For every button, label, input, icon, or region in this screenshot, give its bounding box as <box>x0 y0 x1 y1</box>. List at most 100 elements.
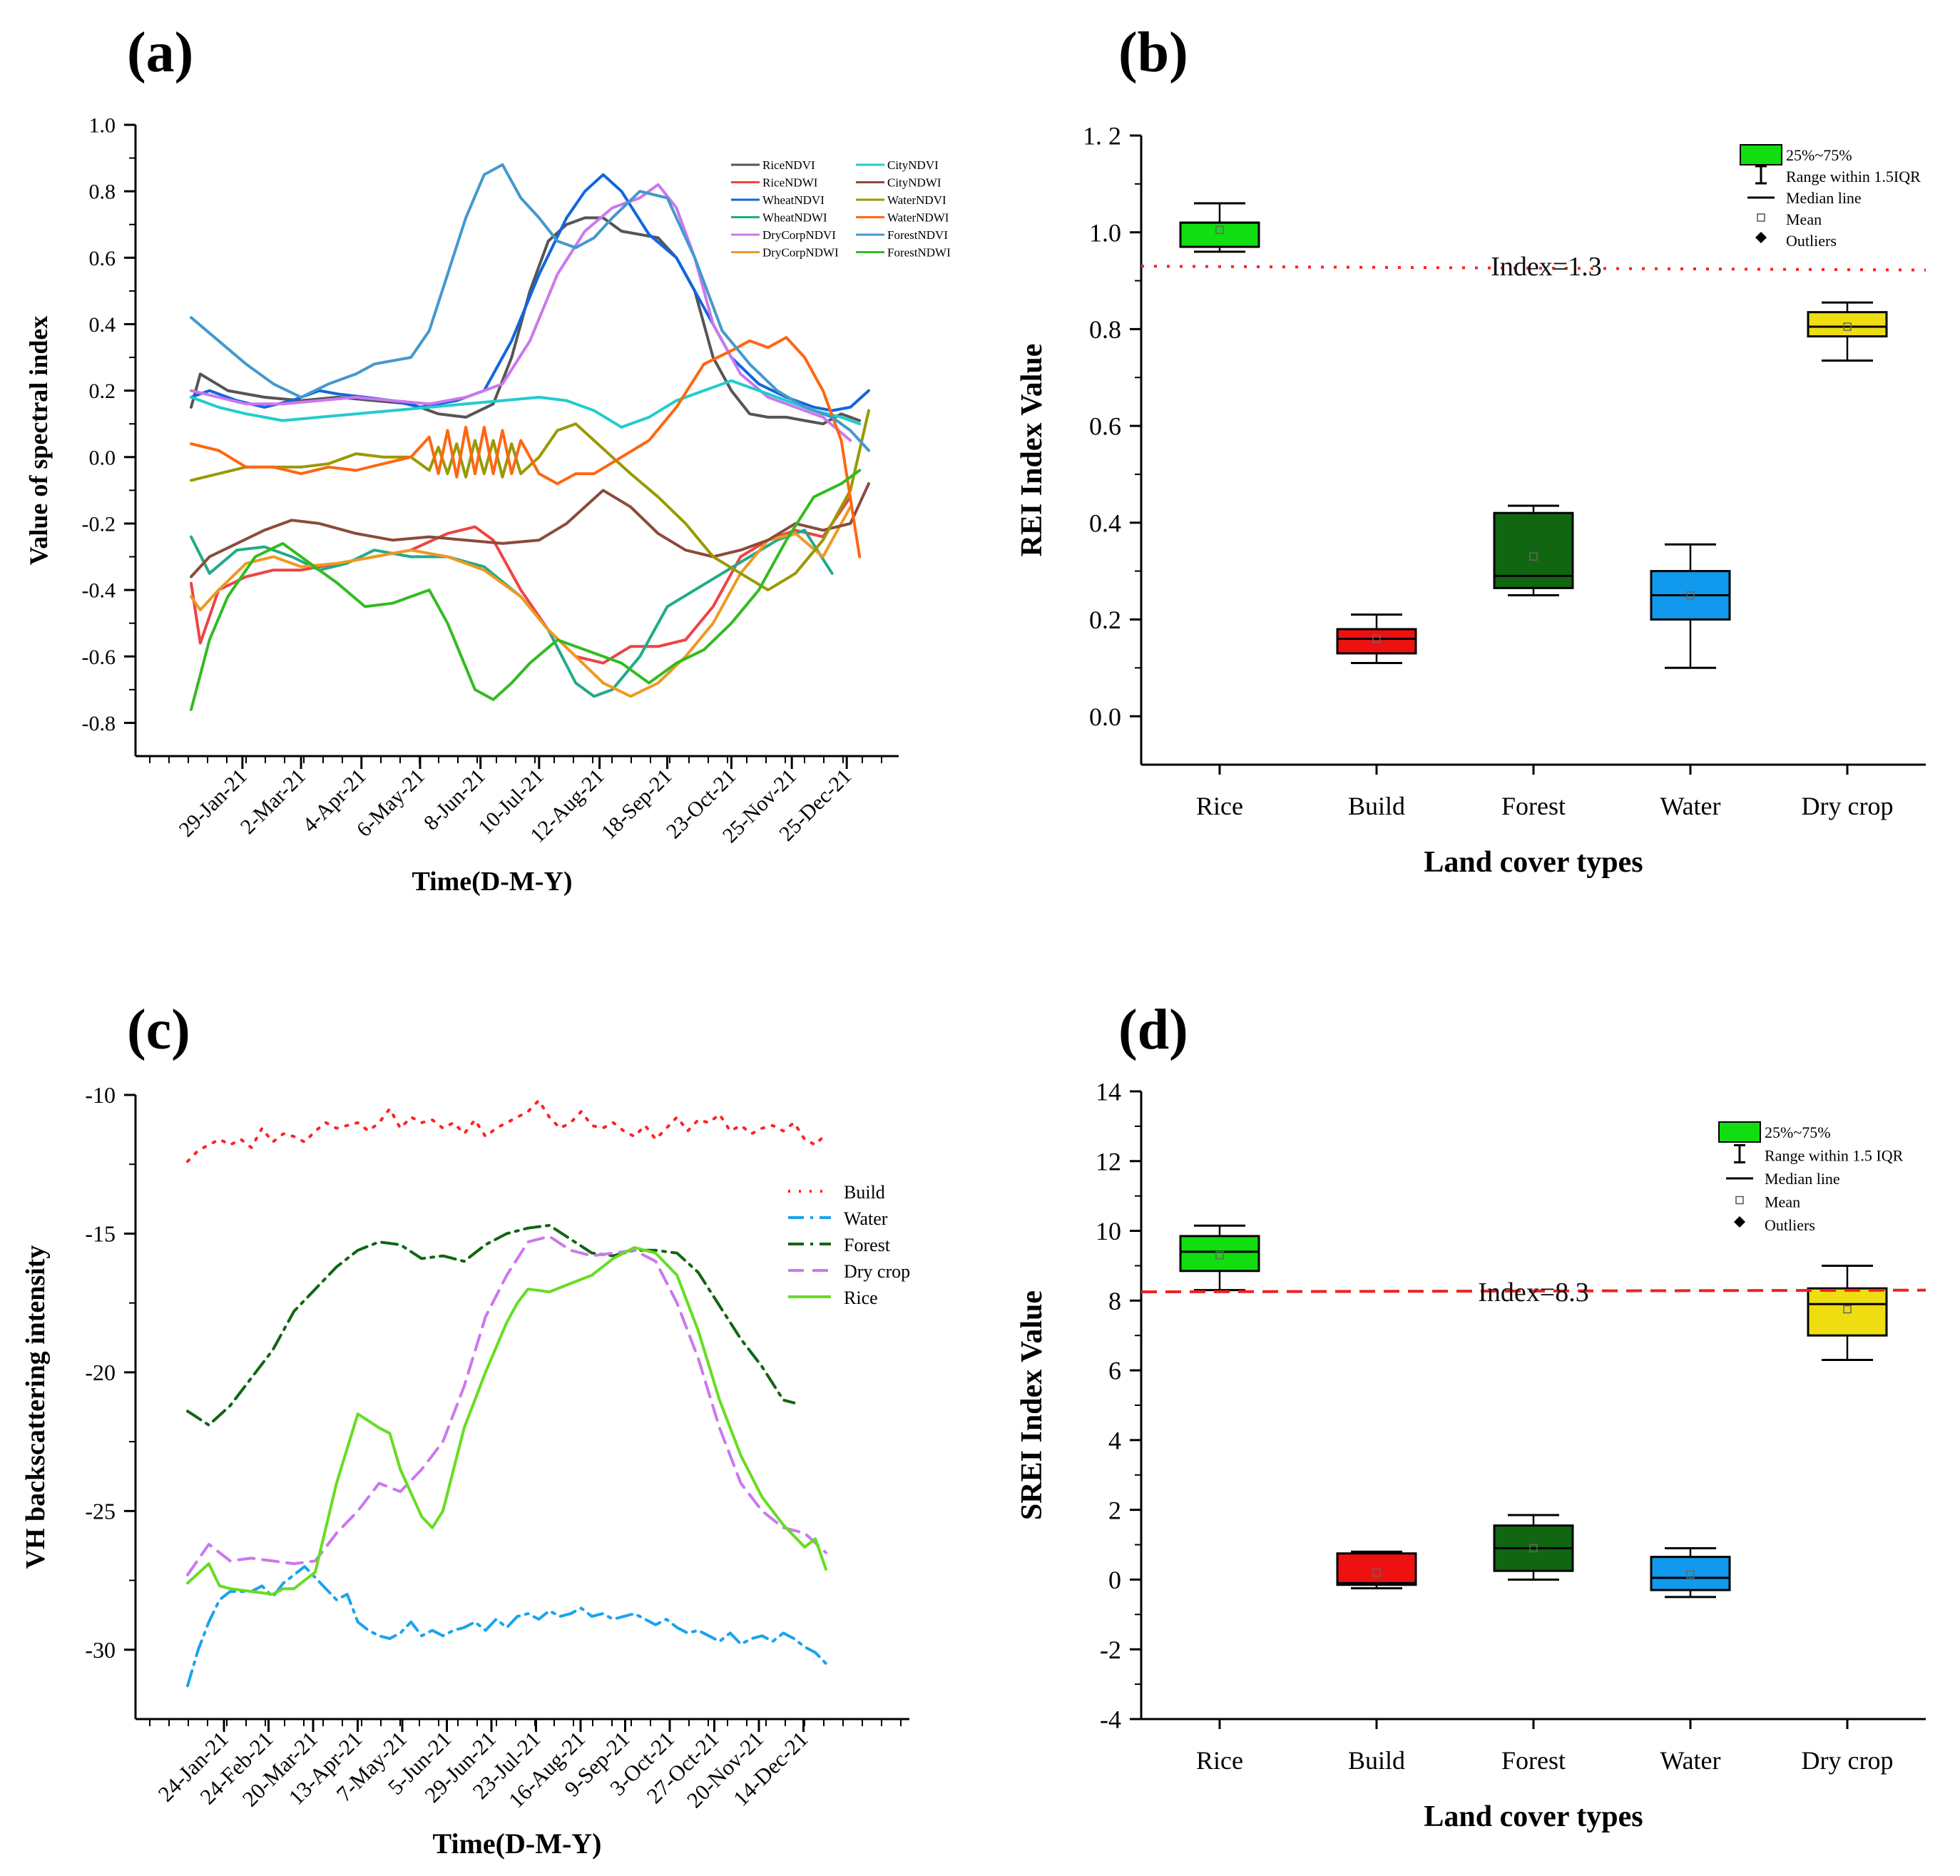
category-label: Water <box>1660 792 1720 820</box>
panel-label-c: (c) <box>127 999 190 1061</box>
y-axis-title: REI Index Value <box>1016 344 1048 557</box>
series-line-forestndvi <box>191 165 869 451</box>
y-tick-label: 12 <box>1096 1147 1121 1176</box>
y-tick-label: 0.2 <box>1089 606 1121 634</box>
y-tick-label: 1.0 <box>1089 218 1121 247</box>
legend-label: WheatNDWI <box>762 211 827 225</box>
y-tick-label: -0.8 <box>82 712 116 735</box>
legend: 25%~75% Range within 1.5 IQR Median line Me… <box>1719 1122 1904 1234</box>
y-tick-label: 2 <box>1108 1496 1121 1524</box>
legend-label: DryCorpNDVI <box>762 228 836 242</box>
y-tick-label: -0.4 <box>82 579 116 603</box>
legend-label: ForestNDVI <box>887 228 948 242</box>
legend-label-outliers: Outliers <box>1765 1216 1815 1234</box>
y-tick-label: 4 <box>1108 1426 1121 1454</box>
y-tick-label: 0.4 <box>89 313 116 337</box>
legend-label: DryCorpNDWI <box>762 246 839 260</box>
legend-mean-icon <box>1736 1197 1743 1204</box>
series-line-rice <box>188 1248 826 1594</box>
y-tick-label: 0.6 <box>1089 412 1121 441</box>
x-axis-title: Land cover types <box>1424 1800 1643 1833</box>
legend: RiceNDVI RiceNDWI WheatNDVI WheatNDWI DryCor… <box>731 158 951 260</box>
y-tick-label: -10 <box>85 1082 116 1108</box>
box-build <box>1337 1551 1416 1588</box>
legend-label: CityNDWI <box>887 176 941 190</box>
series-line-drycorpndwi <box>191 507 850 697</box>
panel-b-box-chart: 0.0 0.2 0.4 0.6 0.8 1.0 1. 2 REI Index Value Ric… <box>1016 122 1926 879</box>
legend-label-outliers: Outliers <box>1786 232 1837 250</box>
legend: 25%~75% Range within 1.5IQR Median line Mea… <box>1740 145 1921 250</box>
x-axis-title: Time(D-M-Y) <box>433 1827 602 1860</box>
y-tick-label: -0.6 <box>82 646 116 669</box>
series-line-waterndwi <box>191 337 859 556</box>
legend-swatch-box <box>1719 1122 1760 1142</box>
y-axis-title: VH backscattering intensity <box>21 1245 51 1569</box>
threshold-label: Index=8.3 <box>1478 1278 1588 1307</box>
panel-c-line-chart: -30-25-20-15-10VH backscattering intensi… <box>21 1082 910 1860</box>
y-tick-label: 0.6 <box>89 247 116 270</box>
box-dry-crop <box>1808 1265 1887 1360</box>
legend-label: Water <box>844 1208 888 1229</box>
iqr-box <box>1337 629 1416 653</box>
y-tick-label: -4 <box>1100 1706 1121 1734</box>
box-build <box>1337 615 1416 663</box>
x-tick-label: 18-Sep-21 <box>597 765 677 845</box>
series-line-forest <box>188 1225 794 1425</box>
box-water <box>1651 1548 1730 1596</box>
y-tick-label: -15 <box>85 1221 116 1247</box>
series-line-wheatndwi <box>191 530 832 696</box>
box-dry-crop <box>1808 302 1887 360</box>
y-tick-label: 6 <box>1108 1357 1121 1385</box>
legend-label: WheatNDVI <box>762 193 825 207</box>
legend-range-icon <box>1734 1146 1745 1163</box>
category-label: Dry crop <box>1802 792 1894 820</box>
category-label: Forest <box>1501 1746 1566 1775</box>
x-tick-label: 29-Jan-21 <box>175 765 252 842</box>
y-tick-label: 0.0 <box>1089 703 1121 731</box>
box-rice <box>1180 1225 1259 1290</box>
x-tick-label: 2-Mar-21 <box>236 765 310 839</box>
category-label: Build <box>1348 1746 1405 1775</box>
category-label: Build <box>1348 792 1405 820</box>
legend-label-range: Range within 1.5 IQR <box>1765 1147 1904 1165</box>
legend-swatch-box <box>1740 145 1782 165</box>
series-line-drycorpndvi <box>191 185 850 441</box>
panel-label-a: (a) <box>127 21 193 84</box>
y-tick-label: 1.0 <box>89 114 116 138</box>
legend-label: RiceNDWI <box>762 176 818 190</box>
legend-label: Build <box>844 1182 885 1203</box>
legend-label: Dry crop <box>844 1261 910 1282</box>
series-line-build <box>188 1101 826 1162</box>
x-axis-title: Time(D-M-Y) <box>412 867 572 897</box>
series-line-water <box>188 1566 826 1686</box>
legend-label-box: 25%~75% <box>1765 1123 1831 1141</box>
y-tick-label: 0.2 <box>89 379 116 403</box>
category-label: Rice <box>1196 1746 1243 1775</box>
x-axis-title: Land cover types <box>1424 846 1643 879</box>
y-tick-label: -30 <box>85 1637 116 1663</box>
y-tick-label: 0.8 <box>1089 315 1121 344</box>
box-forest <box>1494 1515 1573 1579</box>
box-forest <box>1494 506 1573 596</box>
threshold-label: Index=1.3 <box>1491 252 1601 282</box>
series-line-forestndwi <box>191 470 859 709</box>
panel-label-b: (b) <box>1118 21 1188 84</box>
y-tick-label: 0.8 <box>89 180 116 204</box>
y-tick-label: -2 <box>1100 1636 1121 1664</box>
legend-label-median: Median line <box>1765 1170 1840 1188</box>
legend-label-median: Median line <box>1786 189 1862 207</box>
legend-label-range: Range within 1.5IQR <box>1786 168 1921 185</box>
legend-label: Forest <box>844 1235 891 1255</box>
panel-d-box-chart: -4 -2 0 2 4 6 8 10 12 14 SREI Index Value Rice Build… <box>1016 1078 1926 1833</box>
box-water <box>1651 544 1730 668</box>
legend-label: WaterNDWI <box>887 211 949 225</box>
category-label: Rice <box>1196 792 1243 820</box>
legend-label: CityNDVI <box>887 158 939 172</box>
legend-label: RiceNDVI <box>762 158 815 172</box>
iqr-box <box>1808 312 1887 337</box>
legend-label: WaterNDVI <box>887 193 946 207</box>
y-tick-label: 14 <box>1096 1078 1121 1106</box>
legend-label-mean: Mean <box>1786 210 1822 228</box>
legend-range-icon <box>1755 166 1767 183</box>
iqr-box <box>1651 1557 1730 1590</box>
